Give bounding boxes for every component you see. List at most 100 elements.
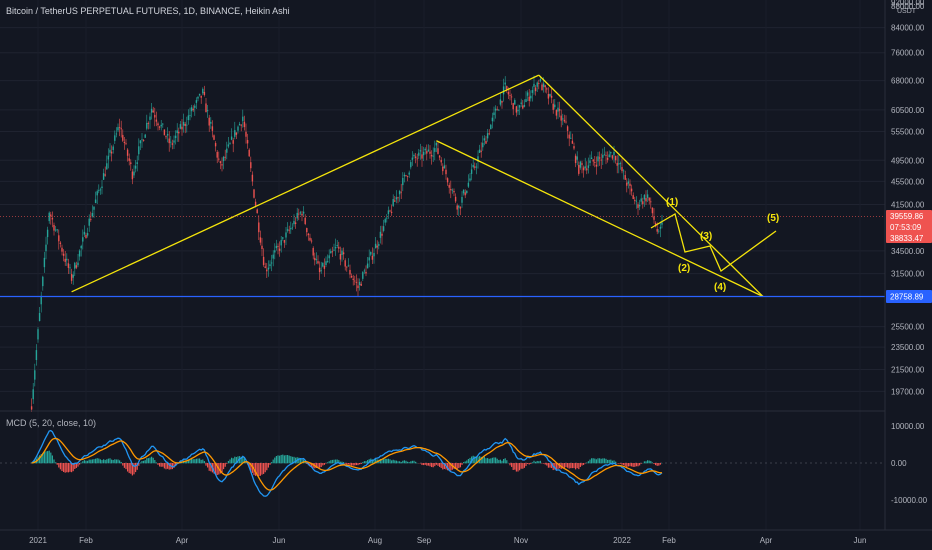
candle-body [291,227,294,229]
macd-histogram-bar [346,463,348,465]
macd-histogram-bar [506,460,508,464]
candle-body [238,123,241,126]
macd-histogram-bar [328,461,330,464]
candle-body [203,91,206,96]
candle-body [413,154,415,157]
candle-body [450,188,452,191]
macd-histogram-bar [311,463,313,467]
macd-histogram-bar [402,460,404,464]
price-axis[interactable]: 84000.00 76000.00 68000.00 60500.00 55500.00… [884,0,932,550]
macd-histogram-bar [536,460,538,464]
candle-body [392,199,394,206]
candle-body [344,260,346,267]
macd-histogram-bar [290,456,292,464]
macd-indicator-label[interactable]: MCD (5, 20, close, 10) [6,418,97,428]
candle-body [326,261,329,263]
macd-histogram-bar [154,460,156,464]
candle-body [562,118,564,120]
candle-body [552,103,554,110]
macd-histogram-bar [339,461,341,464]
candle-body [499,99,502,105]
macd-histogram-bar [91,459,93,464]
candle-body [218,158,220,160]
candle-body [336,244,338,247]
candle-body [48,212,50,222]
candle-body [386,217,388,219]
price-tick-label: 76000.00 [891,49,925,58]
candle-body [578,165,580,174]
time-axis[interactable]: 2021 Feb Apr Jun Aug Sep Nov 2022 Feb Apr Jun [0,529,932,545]
candle-body [168,138,170,144]
macd-histogram-bar [579,463,581,467]
candle-body [646,194,649,198]
macd-histogram-bar [591,458,593,464]
macd-histogram-bar [171,463,173,470]
macd-histogram-bar [101,460,103,464]
macd-histogram-bar [133,463,135,475]
macd-histogram-bar [587,461,589,464]
macd-histogram-bar [450,463,452,471]
macd-histogram-bar [330,460,332,464]
macd-histogram-bar [389,459,391,464]
macd-histogram-bar [248,463,250,468]
candle-body [518,105,521,108]
candle-body [126,149,129,156]
candle-body [112,146,114,150]
macd-histogram-bar [245,461,247,464]
candle-body [606,157,609,160]
price-tick-label: 41500.00 [891,200,925,209]
candle-body [475,166,478,168]
candle-body [555,110,558,116]
candle-body [632,195,634,200]
macd-histogram-bar [403,460,405,464]
candle-body [573,146,575,149]
macd-histogram-bar [227,460,229,464]
candle-body [414,156,417,159]
candle-body [531,90,534,93]
macd-histogram-bar [461,463,463,465]
macd-histogram-bar [277,455,279,464]
macd-histogram-bar [475,457,477,464]
macd-histogram-bar [503,458,505,464]
candle-body [50,214,52,217]
macd-histogram-bar [291,456,293,464]
candle-body [651,207,654,214]
macd-histogram-bar [623,463,625,465]
macd-histogram-bar [383,459,385,464]
candle-body [339,254,342,260]
candle-body [374,243,377,249]
macd-histogram-bar [575,463,577,470]
price-tick-label: 19700.00 [891,387,925,396]
candle-body [109,149,111,153]
candle-body [422,151,425,156]
wave-label: (2) [678,263,690,274]
macd-histogram-bar [517,463,519,472]
candle-body [590,157,593,160]
macd-histogram-bar [583,463,585,465]
candle-body [442,166,444,172]
candle-body [421,154,423,159]
macd-histogram-bar [55,462,57,464]
macd-histogram-bar [251,463,253,473]
candle-body [186,124,188,126]
macd-histogram-bar [349,463,351,466]
candle-body [210,121,212,124]
macd-histogram-bar [650,460,652,464]
candle-body [298,213,300,215]
candle-body [605,155,607,156]
candle-body [437,148,439,154]
candle-body [192,108,194,111]
candle-body [509,95,511,96]
candle-body [398,191,401,195]
candle-body [139,140,142,144]
candle-body [434,148,436,152]
candle-body [579,161,582,168]
candle-body [470,169,473,174]
candle-body [293,220,295,225]
macd-histogram-bar [533,460,535,464]
macd-histogram-bar [240,456,242,464]
macd-histogram-bar [600,458,602,464]
candle-body [410,162,412,168]
macd-histogram-bar [568,463,570,469]
